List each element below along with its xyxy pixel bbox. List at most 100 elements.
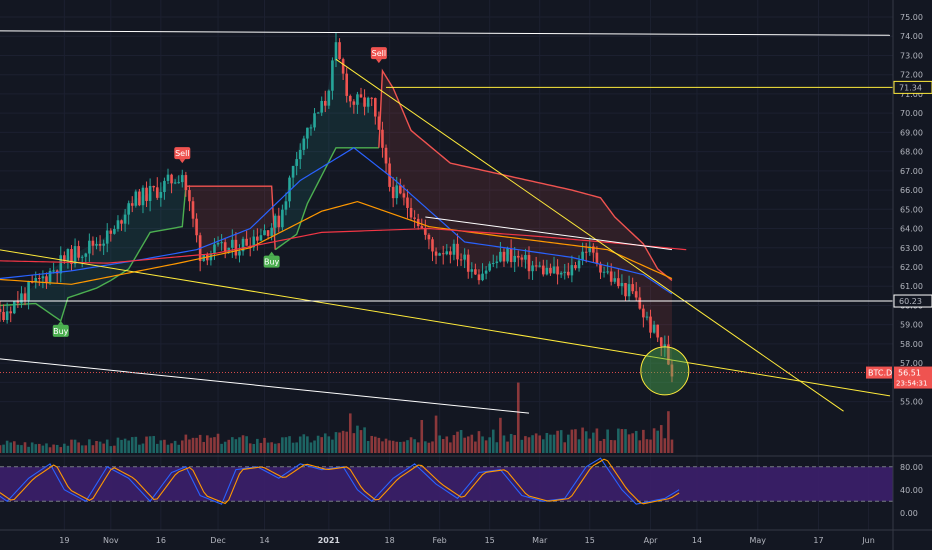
- signal-box: [370, 47, 387, 60]
- candle-body: [520, 257, 524, 260]
- signal-label: Sell: [175, 149, 189, 158]
- volume-bar: [617, 428, 620, 453]
- candle-body: [413, 217, 416, 219]
- price-axis[interactable]: 75.00 74.00 73.00 72.00 71.00 70.00 69.00 68.00…: [900, 13, 923, 407]
- candle-body: [552, 266, 556, 274]
- bar-countdown: 23:54:31: [896, 380, 927, 388]
- volume-bar: [391, 440, 395, 453]
- oscillator-pane: [0, 457, 893, 505]
- volume-bar: [506, 441, 509, 453]
- candle-body: [613, 278, 617, 282]
- volume-bar: [130, 437, 134, 453]
- volume-bar: [5, 440, 9, 453]
- time-tick-label: 15: [485, 536, 495, 545]
- candle-body: [66, 249, 70, 261]
- candle-body: [213, 244, 216, 254]
- time-axis[interactable]: Oct19Nov16Dec14202118Feb15Mar15Apr14May1…: [0, 536, 875, 545]
- price-label-box: [893, 80, 932, 94]
- candle-body: [449, 251, 452, 255]
- candle-body: [184, 175, 188, 191]
- volume-bar: [513, 435, 516, 453]
- candle-body: [509, 248, 513, 263]
- trend-line[interactable]: [335, 58, 844, 412]
- trend-line[interactable]: [0, 238, 891, 397]
- volume-bar: [270, 442, 273, 453]
- volume-bar: [659, 425, 663, 453]
- volume-bar: [234, 439, 238, 453]
- candle-body: [77, 246, 80, 258]
- highlight-circle[interactable]: [640, 346, 690, 396]
- volume-bar: [248, 443, 252, 453]
- candle-body: [123, 214, 127, 224]
- volume-bar: [627, 434, 631, 453]
- candle-body: [130, 203, 134, 206]
- candle-body: [270, 227, 273, 236]
- volume-bar: [356, 425, 359, 453]
- trend-line[interactable]: [425, 216, 673, 251]
- candle-body: [363, 97, 366, 107]
- trend-line[interactable]: [0, 352, 530, 414]
- time-tick-label: Nov: [103, 536, 119, 545]
- price-tick-label: 63.00: [900, 244, 923, 253]
- time-tick-label: 15: [585, 536, 595, 545]
- highlight[interactable]: [640, 346, 690, 396]
- signal-label: Buy: [53, 327, 69, 336]
- signal-box: [174, 147, 191, 160]
- last-price-tag: [894, 366, 932, 389]
- volume-bar: [323, 433, 327, 453]
- candle-body: [306, 127, 309, 139]
- volume-bar: [502, 435, 506, 453]
- volume-bar: [631, 433, 634, 453]
- volume-bar: [520, 439, 524, 453]
- volume-bar: [102, 443, 105, 453]
- price-tick-label: 62.00: [900, 263, 923, 272]
- price-tick-label: 61.00: [900, 282, 923, 291]
- volume-bar: [27, 446, 30, 453]
- volume-bar: [155, 443, 159, 453]
- volume-bar: [12, 441, 16, 453]
- volume-bar: [41, 445, 45, 453]
- candle-body: [588, 246, 592, 253]
- candle-body: [70, 249, 73, 264]
- volume-bar: [34, 444, 38, 453]
- volume-bar: [359, 430, 363, 453]
- volume-bar: [170, 443, 173, 453]
- volume-bar: [638, 440, 642, 453]
- volume-bar: [66, 445, 70, 453]
- oscillator-band: [0, 466, 893, 502]
- volume-bar: [424, 441, 427, 453]
- trend-line[interactable]: [0, 30, 891, 36]
- volume-bar: [441, 439, 445, 453]
- candle-body: [441, 253, 445, 255]
- candle-body: [170, 174, 173, 184]
- volume-bar: [198, 434, 202, 453]
- candle-body: [116, 220, 120, 229]
- volume-bar: [602, 438, 606, 453]
- volume-bar: [63, 443, 66, 453]
- volume-bar: [459, 430, 463, 453]
- volume-bar: [320, 437, 323, 453]
- volume-bar: [449, 442, 452, 453]
- candle-body: [402, 193, 406, 198]
- candle-body: [256, 236, 259, 241]
- drawing-lines[interactable]: [0, 30, 893, 414]
- candle-body: [45, 276, 48, 283]
- candle-body: [241, 238, 245, 252]
- price-tick-label: 58.00: [900, 340, 923, 349]
- volume-bar: [613, 440, 617, 453]
- time-tick-label: 14: [692, 536, 702, 545]
- time-tick-label: Jun: [861, 536, 875, 545]
- volume-bar: [55, 444, 59, 453]
- candle-body: [88, 240, 91, 254]
- volume-bar: [38, 443, 41, 453]
- candle-body: [180, 175, 184, 183]
- oscillator-axis[interactable]: 80.00 40.00 0.00: [900, 463, 923, 518]
- volume-bar: [209, 437, 213, 453]
- time-tick-label: 18: [385, 536, 395, 545]
- volume-bar: [306, 436, 309, 453]
- candle-body: [502, 251, 506, 262]
- candle-body: [73, 246, 77, 264]
- volume-bar: [141, 443, 145, 453]
- volume-bar: [374, 436, 377, 453]
